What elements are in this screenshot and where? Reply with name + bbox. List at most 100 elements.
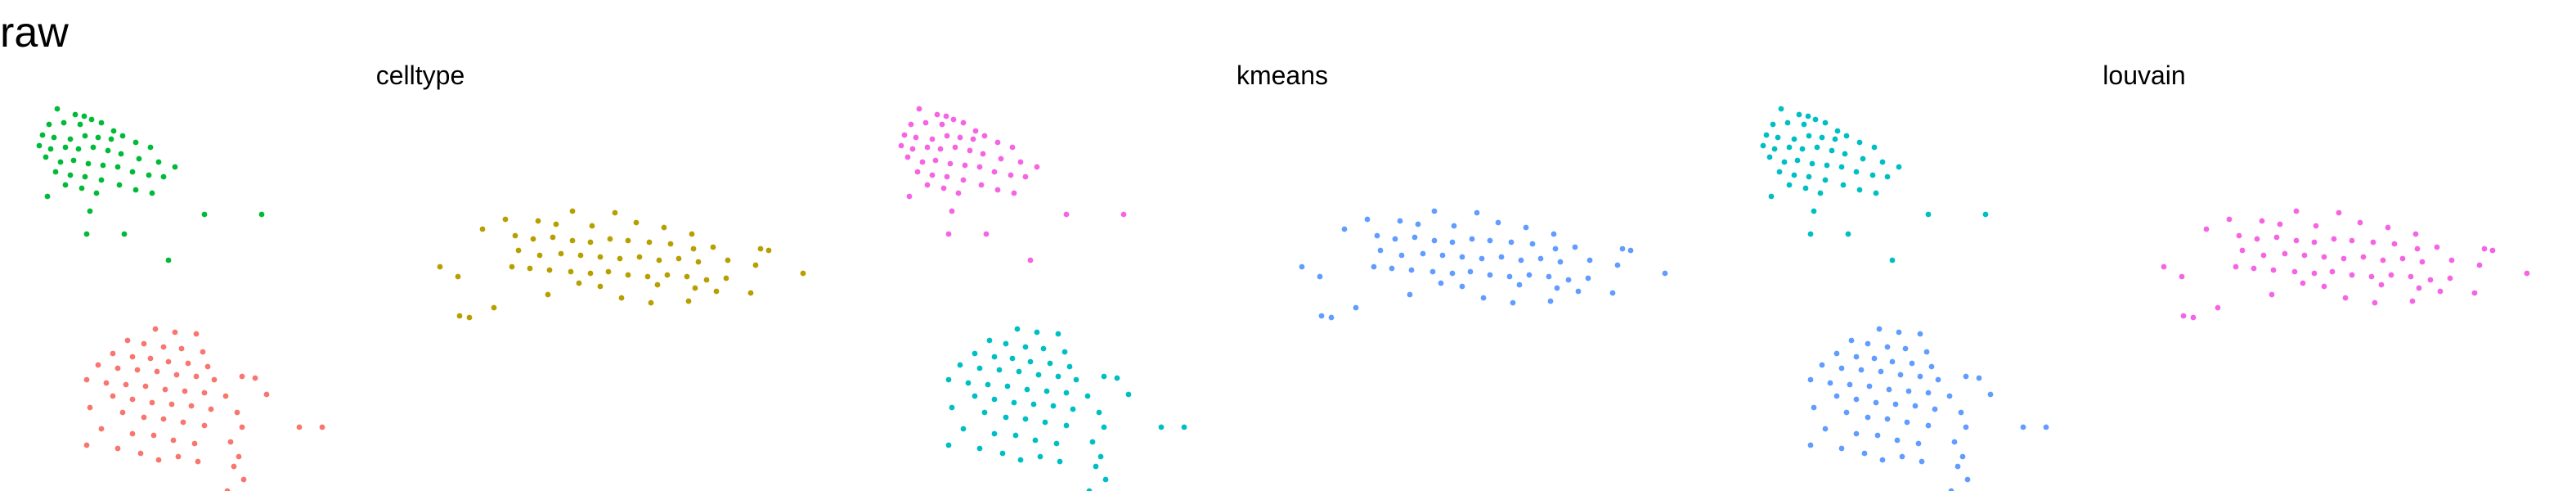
point-p2-s2-14 bbox=[1819, 362, 1825, 368]
point-p0-s2-41 bbox=[141, 414, 147, 421]
point-p2-s2-16 bbox=[1858, 367, 1865, 373]
point-p0-s2-31 bbox=[263, 391, 270, 398]
point-p1-s0-16 bbox=[994, 139, 1001, 146]
point-p1-s0-20 bbox=[924, 144, 931, 151]
point-p0-s0-3 bbox=[46, 121, 52, 128]
point-p0-s0-12 bbox=[82, 133, 88, 139]
point-p2-s0-35 bbox=[1869, 172, 1876, 178]
point-p0-s2-11 bbox=[165, 358, 172, 365]
point-p1-s1-40 bbox=[1449, 270, 1456, 277]
point-p0-s2-37 bbox=[208, 406, 214, 412]
point-p2-s0-7 bbox=[1822, 119, 1829, 126]
point-p2-s1-41 bbox=[2329, 268, 2336, 275]
point-p2-s1-40 bbox=[2311, 270, 2318, 277]
point-p0-s2-33 bbox=[129, 396, 136, 403]
point-p2-s2-34 bbox=[1873, 399, 1879, 406]
point-p1-s0-15 bbox=[981, 133, 988, 139]
point-p1-s1-31 bbox=[1537, 255, 1544, 262]
point-p0-s2-12 bbox=[185, 360, 191, 367]
point-p0-s0-10 bbox=[51, 134, 57, 141]
point-p0-s0-9 bbox=[39, 132, 46, 138]
point-p2-s0-46 bbox=[1817, 190, 1824, 196]
point-p1-s2-16 bbox=[996, 367, 1003, 373]
point-p2-s1-4 bbox=[2277, 221, 2283, 227]
point-p0-s1-41 bbox=[605, 268, 612, 275]
point-p0-s1-16 bbox=[625, 237, 631, 244]
point-p0-s2-3 bbox=[124, 337, 131, 344]
point-p2-s0-33 bbox=[1838, 164, 1845, 170]
point-p0-s0-53 bbox=[165, 257, 172, 264]
point-p0-s1-0 bbox=[569, 208, 576, 214]
point-p1-s2-59 bbox=[1017, 457, 1024, 463]
point-p2-s0-43 bbox=[1873, 190, 1879, 196]
point-p0-s1-61 bbox=[456, 313, 463, 319]
point-p1-s1-11 bbox=[1392, 236, 1398, 242]
point-p2-s2-59 bbox=[1879, 457, 1886, 463]
point-p0-s2-26 bbox=[142, 383, 149, 390]
point-p2-s0-0 bbox=[1778, 106, 1784, 112]
point-p2-s1-0 bbox=[2293, 208, 2300, 214]
point-p0-s2-0 bbox=[152, 326, 159, 332]
point-p1-s1-3 bbox=[1397, 218, 1403, 224]
point-p2-s0-26 bbox=[1879, 159, 1886, 165]
point-p2-s1-30 bbox=[2380, 257, 2386, 264]
point-p1-s2-10 bbox=[1009, 355, 1016, 362]
point-p2-s0-36 bbox=[1884, 173, 1891, 180]
point-p0-s1-45 bbox=[684, 273, 690, 280]
point-p2-s2-19 bbox=[1917, 373, 1923, 380]
point-p0-s2-21 bbox=[239, 373, 245, 380]
point-p2-s2-40 bbox=[1843, 409, 1850, 416]
point-p2-s0-20 bbox=[1786, 144, 1793, 151]
point-p1-s1-23 bbox=[1377, 247, 1384, 254]
point-p0-s2-36 bbox=[188, 403, 195, 409]
point-p0-s1-49 bbox=[455, 273, 461, 280]
point-p2-s1-54 bbox=[2437, 288, 2444, 295]
point-p2-s1-12 bbox=[2273, 234, 2280, 241]
point-p1-s2-48 bbox=[960, 426, 967, 432]
point-p1-s1-22 bbox=[1627, 247, 1634, 254]
point-p2-s1-49 bbox=[2179, 273, 2185, 280]
point-p2-s2-37 bbox=[1932, 406, 1938, 412]
point-p2-s0-22 bbox=[1814, 144, 1820, 151]
point-p1-s0-41 bbox=[978, 182, 985, 188]
point-p0-s0-23 bbox=[105, 147, 111, 154]
point-p0-s0-31 bbox=[85, 160, 92, 167]
point-p1-s2-49 bbox=[991, 430, 998, 437]
point-p0-s2-34 bbox=[149, 399, 155, 406]
point-p2-s1-33 bbox=[2448, 257, 2455, 264]
point-p1-s1-49 bbox=[1317, 273, 1323, 280]
point-p1-s1-42 bbox=[1487, 272, 1493, 278]
point-p0-s1-44 bbox=[664, 272, 671, 278]
point-p2-s1-46 bbox=[2427, 277, 2434, 283]
point-p0-s2-46 bbox=[296, 424, 303, 430]
point-p0-s2-52 bbox=[191, 440, 198, 447]
point-p1-s1-28 bbox=[1479, 255, 1485, 262]
point-p0-s1-11 bbox=[530, 236, 536, 242]
point-p2-s2-7 bbox=[1923, 349, 1930, 355]
point-p1-s1-17 bbox=[1508, 239, 1515, 246]
point-p2-s2-13 bbox=[1928, 363, 1935, 370]
point-p0-s0-21 bbox=[75, 146, 82, 152]
point-p0-s0-1 bbox=[72, 111, 79, 118]
point-p0-s0-11 bbox=[67, 136, 74, 142]
point-p0-s0-49 bbox=[201, 211, 208, 218]
point-p1-s1-32 bbox=[1557, 259, 1564, 265]
point-p1-s1-55 bbox=[1609, 290, 1616, 296]
point-p0-s2-7 bbox=[200, 349, 206, 355]
point-p0-s1-28 bbox=[617, 255, 623, 262]
point-p2-s0-16 bbox=[1856, 139, 1863, 146]
point-p0-s2-62 bbox=[240, 476, 247, 483]
point-p2-s0-25 bbox=[1860, 155, 1866, 162]
point-p2-s0-13 bbox=[1819, 134, 1825, 141]
point-p0-s2-58 bbox=[236, 453, 242, 460]
point-p0-s2-6 bbox=[178, 345, 185, 352]
point-p1-s0-8 bbox=[972, 128, 979, 134]
point-p2-s1-42 bbox=[2349, 272, 2355, 278]
point-p1-s0-0 bbox=[916, 106, 922, 112]
point-p1-s0-1 bbox=[934, 111, 940, 118]
point-p0-s2-20 bbox=[211, 376, 218, 383]
point-p1-s0-25 bbox=[998, 155, 1004, 162]
point-p0-s0-38 bbox=[67, 172, 74, 178]
point-p0-s1-57 bbox=[618, 295, 625, 301]
point-p0-s2-50 bbox=[150, 432, 157, 439]
